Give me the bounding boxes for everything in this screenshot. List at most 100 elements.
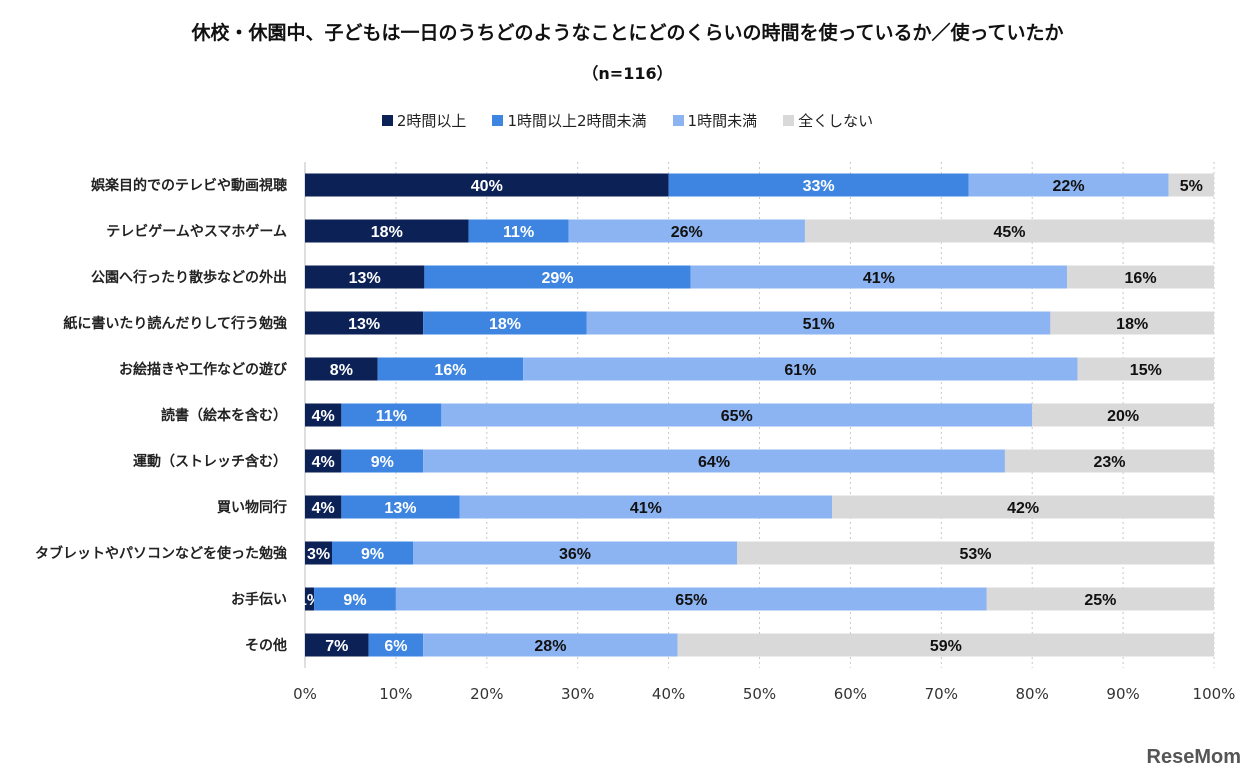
x-tick-label: 80% bbox=[1016, 685, 1049, 703]
legend-label: 1時間未満 bbox=[687, 112, 758, 130]
legend-item: 全くしない bbox=[783, 110, 873, 131]
bar-segment bbox=[441, 403, 1033, 427]
data-label: 9% bbox=[371, 454, 394, 471]
legend-item: 1時間未満 bbox=[672, 110, 758, 131]
data-label: 18% bbox=[371, 224, 403, 241]
category-label: その他 bbox=[245, 637, 287, 654]
bar-segment bbox=[305, 311, 424, 335]
legend-item: 1時間以上2時間未満 bbox=[492, 110, 647, 131]
data-label: 64% bbox=[698, 454, 730, 471]
bar-segment bbox=[305, 495, 342, 519]
data-label: 3% bbox=[307, 546, 330, 563]
bar-segment bbox=[986, 587, 1214, 611]
bar-segment bbox=[523, 357, 1078, 381]
category-label: 買い物同行 bbox=[217, 499, 287, 516]
data-label: 20% bbox=[1107, 408, 1139, 425]
data-label: 22% bbox=[1053, 178, 1085, 195]
bar-segment bbox=[1032, 403, 1214, 427]
bar-segment bbox=[377, 357, 524, 381]
x-tick-label: 0% bbox=[293, 685, 317, 703]
bar-segment bbox=[341, 449, 424, 473]
category-label: 娯楽目的でのテレビや動画視聴 bbox=[91, 177, 287, 194]
data-label: 33% bbox=[803, 178, 835, 195]
data-label: 4% bbox=[312, 500, 335, 517]
bar-segment bbox=[737, 541, 1214, 565]
bar-segment bbox=[305, 173, 669, 197]
data-label: 6% bbox=[384, 638, 407, 655]
category-label: 公園へ行ったり散歩などの外出 bbox=[91, 269, 287, 286]
bar-segment bbox=[341, 495, 460, 519]
bar-segment bbox=[804, 219, 1214, 243]
data-label: 40% bbox=[471, 178, 503, 195]
bar-segment bbox=[968, 173, 1169, 197]
x-tick-label: 60% bbox=[834, 685, 867, 703]
legend-swatch bbox=[783, 115, 795, 126]
data-label: 18% bbox=[489, 316, 521, 333]
category-label: 運動（ストレッチ含む） bbox=[133, 453, 287, 470]
data-label: 53% bbox=[959, 546, 991, 563]
chart-title: 休校・休園中、子どもは一日のうちどのようなことにどのくらいの時間を使っているか／… bbox=[191, 22, 1064, 44]
legend-label: 2時間以上 bbox=[396, 112, 467, 130]
data-label: 13% bbox=[349, 270, 381, 287]
bar-segment bbox=[305, 633, 369, 657]
data-label: 41% bbox=[630, 500, 662, 517]
watermark-logo: ReseMom bbox=[1146, 746, 1241, 768]
chart-subtitle: （n=116） bbox=[582, 64, 673, 83]
x-tick-label: 10% bbox=[379, 685, 412, 703]
data-label: 65% bbox=[675, 592, 707, 609]
x-tick-label: 20% bbox=[470, 685, 503, 703]
bar-segment bbox=[395, 587, 987, 611]
data-label: 45% bbox=[993, 224, 1025, 241]
legend-swatch bbox=[492, 115, 504, 126]
data-label: 4% bbox=[312, 408, 335, 425]
data-label: 5% bbox=[1180, 178, 1203, 195]
data-label: 29% bbox=[541, 270, 573, 287]
bar-segment bbox=[423, 311, 587, 335]
bar-segment bbox=[305, 403, 342, 427]
bar-segment bbox=[368, 633, 424, 657]
data-label: 16% bbox=[434, 362, 466, 379]
legend-label: 1時間以上2時間未満 bbox=[507, 112, 647, 130]
data-label: 28% bbox=[534, 638, 566, 655]
x-tick-label: 30% bbox=[561, 685, 594, 703]
data-label: 16% bbox=[1125, 270, 1157, 287]
bar-segment bbox=[1168, 173, 1214, 197]
bar-segment bbox=[668, 173, 969, 197]
legend-swatch bbox=[381, 115, 393, 126]
bar-segment bbox=[832, 495, 1214, 519]
bar-segment bbox=[424, 265, 691, 289]
data-label: 61% bbox=[784, 362, 816, 379]
bar-segment bbox=[413, 541, 737, 565]
data-label: 26% bbox=[671, 224, 703, 241]
bar-segment bbox=[332, 541, 413, 565]
bar-segment bbox=[305, 587, 315, 611]
category-label: 読書（絵本を含む） bbox=[161, 407, 287, 424]
bar-segment bbox=[314, 587, 396, 611]
data-label: 36% bbox=[559, 546, 591, 563]
bar-segment bbox=[459, 495, 833, 519]
bar-segment bbox=[468, 219, 569, 243]
bar-segment bbox=[341, 403, 442, 427]
data-label: 25% bbox=[1084, 592, 1116, 609]
data-label: 42% bbox=[1007, 500, 1039, 517]
bar-segment bbox=[1004, 449, 1214, 473]
x-tick-label: 50% bbox=[743, 685, 776, 703]
category-label: タブレットやパソコンなどを使った勉強 bbox=[35, 545, 287, 562]
data-label: 7% bbox=[325, 638, 348, 655]
x-tick-label: 40% bbox=[652, 685, 685, 703]
data-label: 11% bbox=[503, 224, 534, 241]
data-label: 4% bbox=[312, 454, 335, 471]
bar-segment bbox=[568, 219, 805, 243]
bar-segment bbox=[305, 541, 332, 565]
data-label: 11% bbox=[376, 408, 407, 425]
bar-segment bbox=[586, 311, 1051, 335]
data-label: 8% bbox=[330, 362, 353, 379]
category-label: お手伝い bbox=[231, 591, 287, 608]
data-label: 65% bbox=[721, 408, 753, 425]
data-label: 41% bbox=[863, 270, 895, 287]
bar-segment bbox=[677, 633, 1214, 657]
bar-segment bbox=[423, 449, 1005, 473]
legend-item: 2時間以上 bbox=[381, 110, 467, 131]
legend-swatch bbox=[672, 115, 684, 126]
data-label: 15% bbox=[1130, 362, 1162, 379]
